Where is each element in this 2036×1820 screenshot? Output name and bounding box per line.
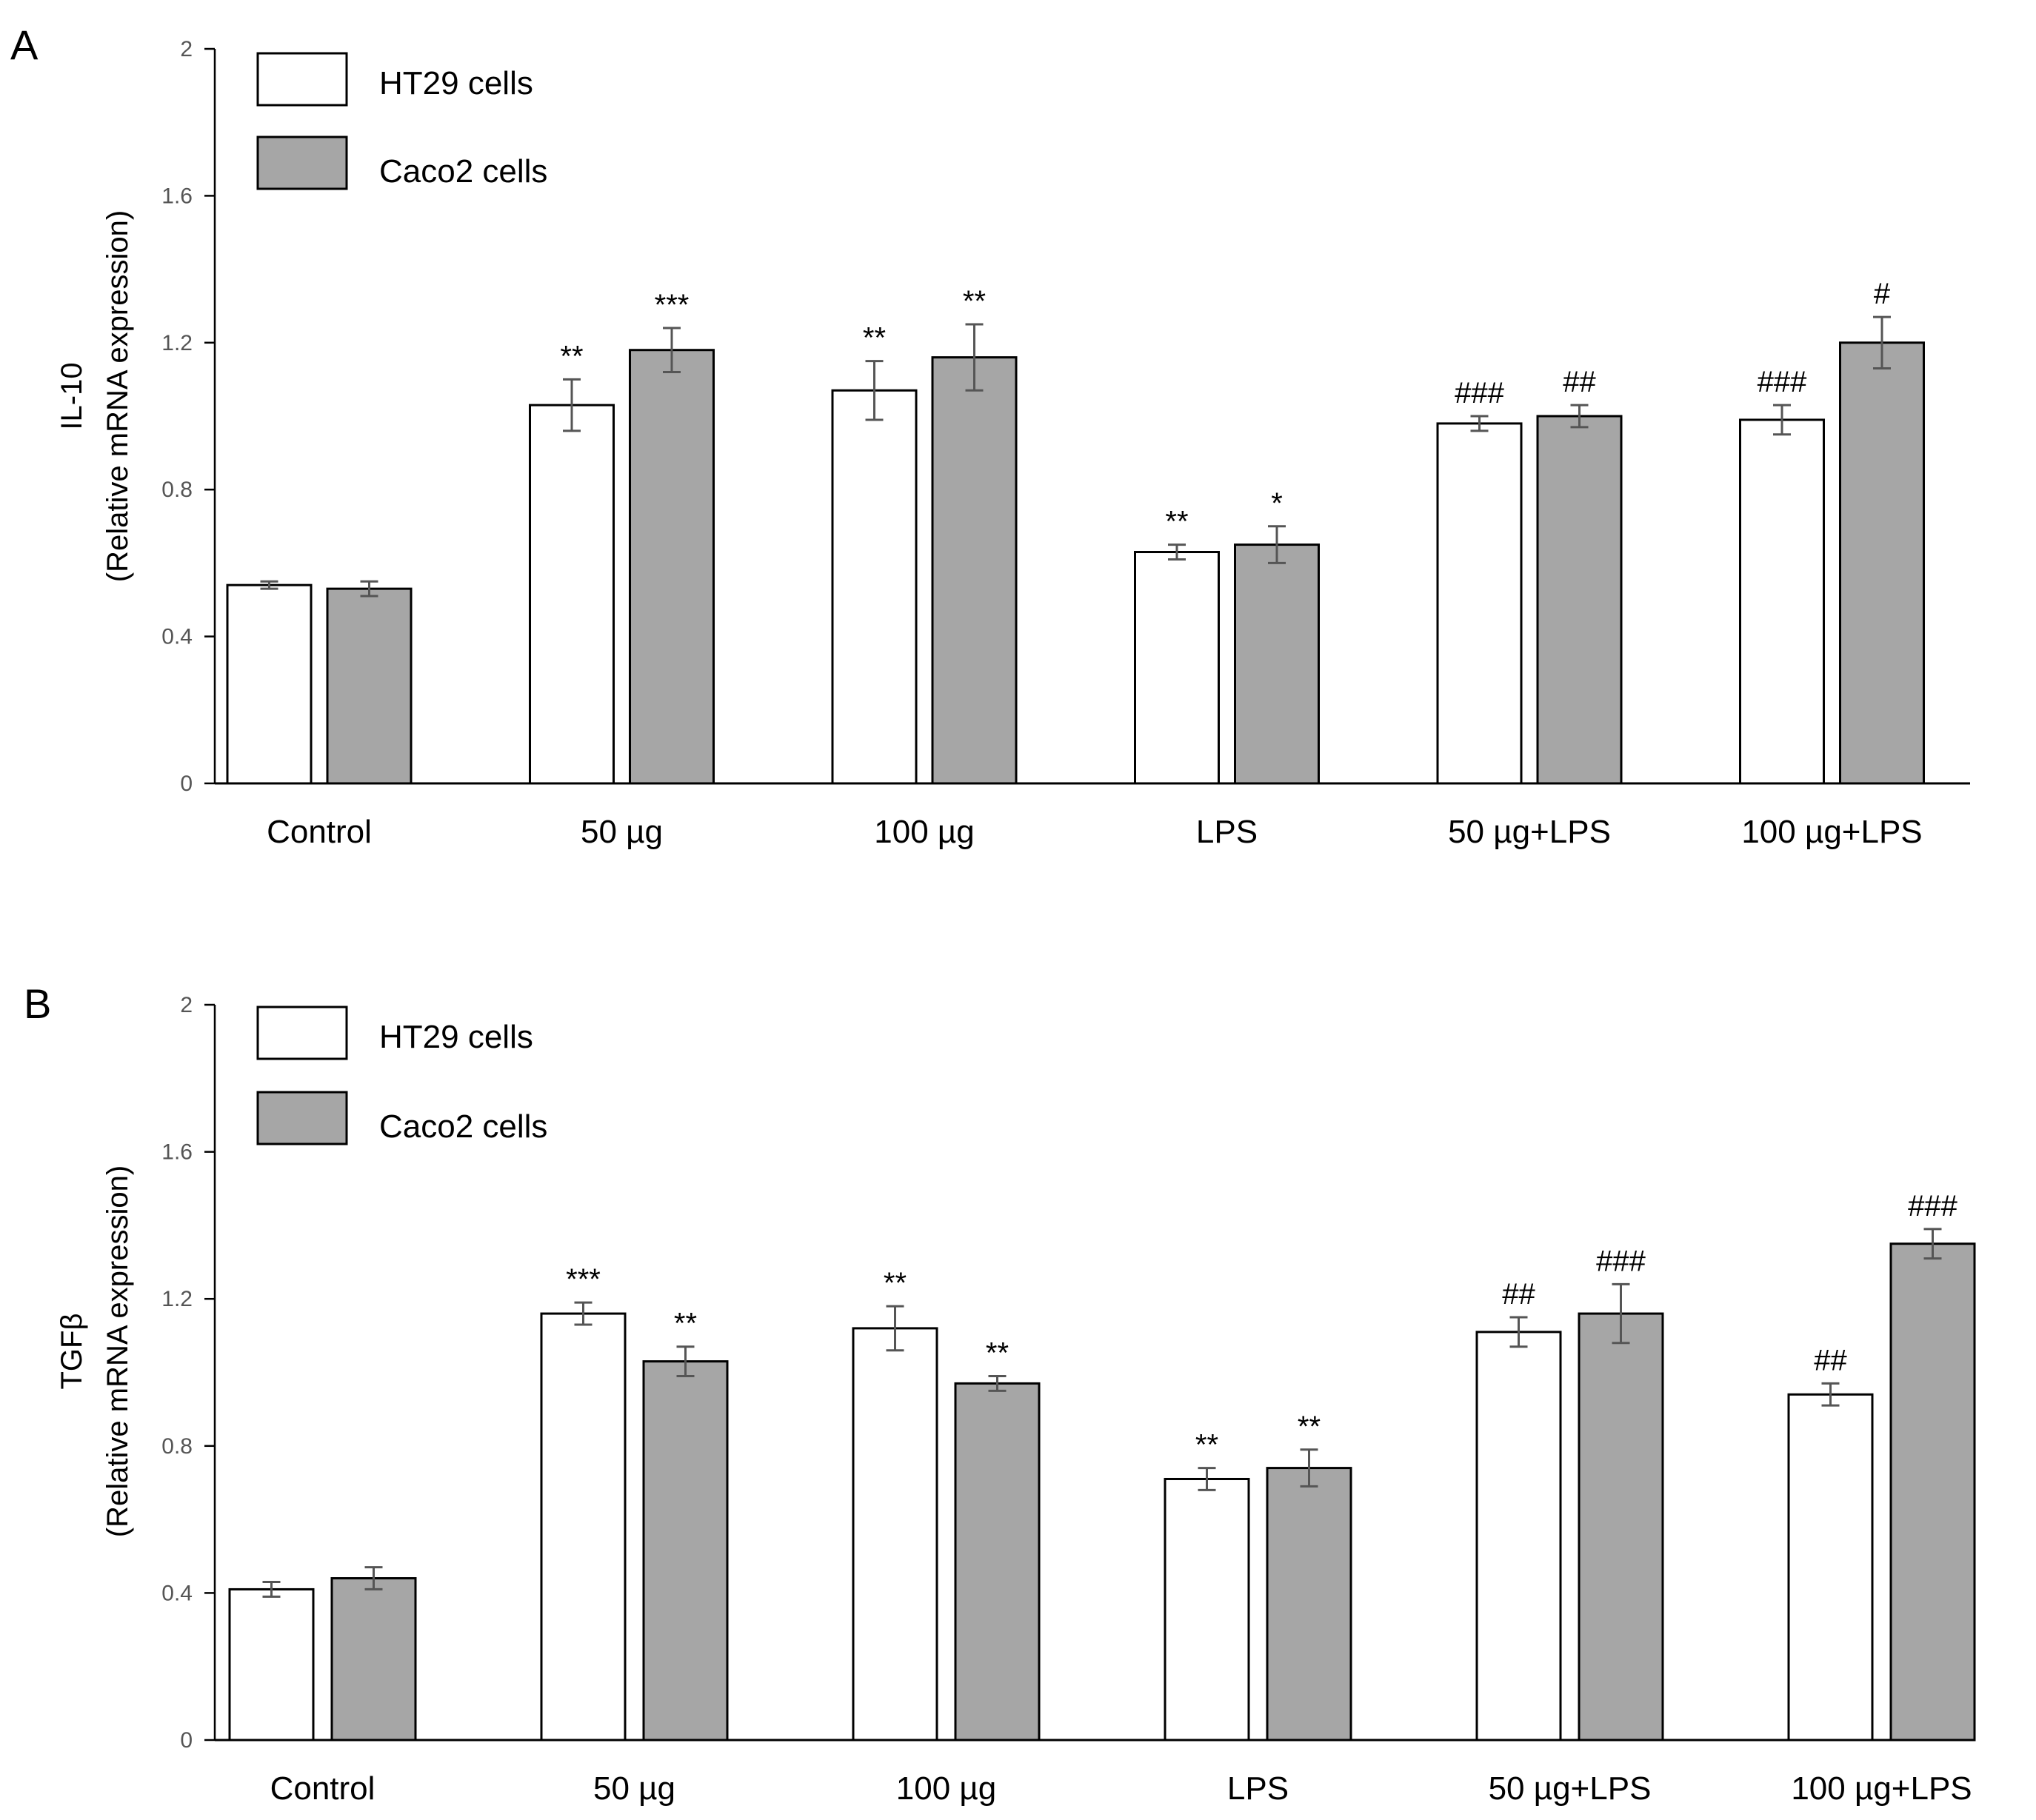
bar: [1234, 543, 1320, 785]
y-tick-label: 1.2: [161, 331, 193, 355]
significance-mark: ***: [566, 1263, 601, 1296]
y-tick-label: 0.8: [161, 478, 193, 502]
bar: [1536, 415, 1623, 785]
significance-mark: **: [560, 340, 583, 372]
legend-swatch-ht29: [256, 1006, 348, 1060]
legend-swatch-ht29: [256, 52, 348, 107]
bar: [954, 1382, 1041, 1742]
panel-letter: B: [24, 980, 51, 1027]
y-axis-label-line2: (Relative mRNA expression): [101, 210, 134, 582]
significance-mark: ###: [1758, 366, 1807, 398]
bar: [1578, 1312, 1664, 1742]
y-tick-label: 0: [180, 1728, 193, 1753]
y-tick-label: 2: [180, 993, 193, 1017]
bar: [1134, 551, 1220, 785]
y-tick-label: 0.4: [161, 1581, 193, 1605]
panel-letter: A: [10, 21, 39, 68]
significance-mark: ###: [1908, 1190, 1957, 1222]
bar: [831, 389, 918, 785]
bar: [1164, 1477, 1250, 1742]
bar: [1839, 341, 1925, 785]
y-tick-label: 0.4: [161, 625, 193, 649]
bar: [540, 1312, 627, 1742]
y-axis-label-line1: TGFβ: [56, 1314, 88, 1390]
significance-mark: **: [963, 285, 986, 318]
significance-mark: ###: [1596, 1245, 1646, 1277]
legend-swatch-caco2: [256, 136, 348, 190]
bar: [642, 1360, 729, 1742]
significance-mark: ##: [1814, 1344, 1847, 1376]
y-axis-label-line2: (Relative mRNA expression): [101, 1165, 134, 1537]
x-category-label: 50 µg: [581, 814, 663, 850]
x-category-label: 50 µg+LPS: [1448, 814, 1611, 850]
legend-label-ht29: HT29 cells: [379, 65, 533, 101]
x-category-label: 100 µg: [874, 814, 974, 850]
y-tick-label: 1.2: [161, 1287, 193, 1311]
y-tick-label: 1.6: [161, 1140, 193, 1165]
bar: [228, 1588, 315, 1742]
x-category-label: Control: [270, 1770, 376, 1807]
legend-label-ht29: HT29 cells: [379, 1019, 533, 1055]
x-category-label: 100 µg: [896, 1770, 996, 1807]
y-axis-label-line1: IL-10: [56, 362, 88, 429]
significance-mark: **: [1195, 1429, 1218, 1462]
significance-mark: **: [1165, 506, 1188, 538]
y-tick-label: 1.6: [161, 184, 193, 208]
significance-mark: ***: [655, 289, 690, 321]
bar: [326, 587, 413, 785]
y-tick-label: 0.8: [161, 1434, 193, 1459]
significance-mark: **: [863, 322, 886, 355]
x-category-label: 100 µg+LPS: [1791, 1770, 1972, 1807]
bar: [529, 404, 615, 785]
significance-mark: **: [884, 1267, 907, 1299]
bar: [1436, 422, 1523, 785]
bar: [852, 1327, 938, 1742]
x-category-label: 100 µg+LPS: [1741, 814, 1922, 850]
significance-mark: **: [674, 1308, 697, 1340]
bar: [629, 349, 715, 785]
bar: [1889, 1242, 1976, 1742]
legend: HT29 cells Caco2 cells: [256, 52, 547, 190]
legend-label-caco2: Caco2 cells: [379, 153, 547, 190]
x-category-label: LPS: [1227, 1770, 1289, 1807]
bar: [330, 1577, 417, 1742]
x-category-label: 50 µg+LPS: [1489, 1770, 1652, 1807]
y-tick-label: 2: [180, 37, 193, 61]
bar: [1266, 1467, 1352, 1742]
legend-swatch-caco2: [256, 1091, 348, 1145]
significance-mark: #: [1874, 278, 1891, 310]
bar: [1475, 1331, 1562, 1742]
significance-mark: ##: [1502, 1278, 1535, 1311]
x-category-label: Control: [267, 814, 372, 850]
bar: [226, 583, 313, 785]
y-tick-label: 0: [180, 772, 193, 796]
bar: [931, 356, 1018, 785]
x-category-label: LPS: [1196, 814, 1258, 850]
significance-mark: **: [1298, 1411, 1321, 1443]
panel-b: B TGFβ (Relative mRNA expression) HT29 c…: [24, 980, 1976, 1807]
legend: HT29 cells Caco2 cells: [256, 1006, 547, 1145]
significance-mark: ###: [1455, 377, 1504, 409]
significance-mark: ##: [1563, 366, 1596, 398]
bar: [1787, 1393, 1874, 1742]
significance-mark: **: [986, 1336, 1009, 1369]
significance-mark: *: [1271, 487, 1283, 520]
panel-a: A IL-10 (Relative mRNA expression) HT29 …: [10, 21, 1970, 850]
legend-label-caco2: Caco2 cells: [379, 1108, 547, 1145]
bar: [1739, 418, 1825, 785]
x-category-label: 50 µg: [593, 1770, 675, 1807]
